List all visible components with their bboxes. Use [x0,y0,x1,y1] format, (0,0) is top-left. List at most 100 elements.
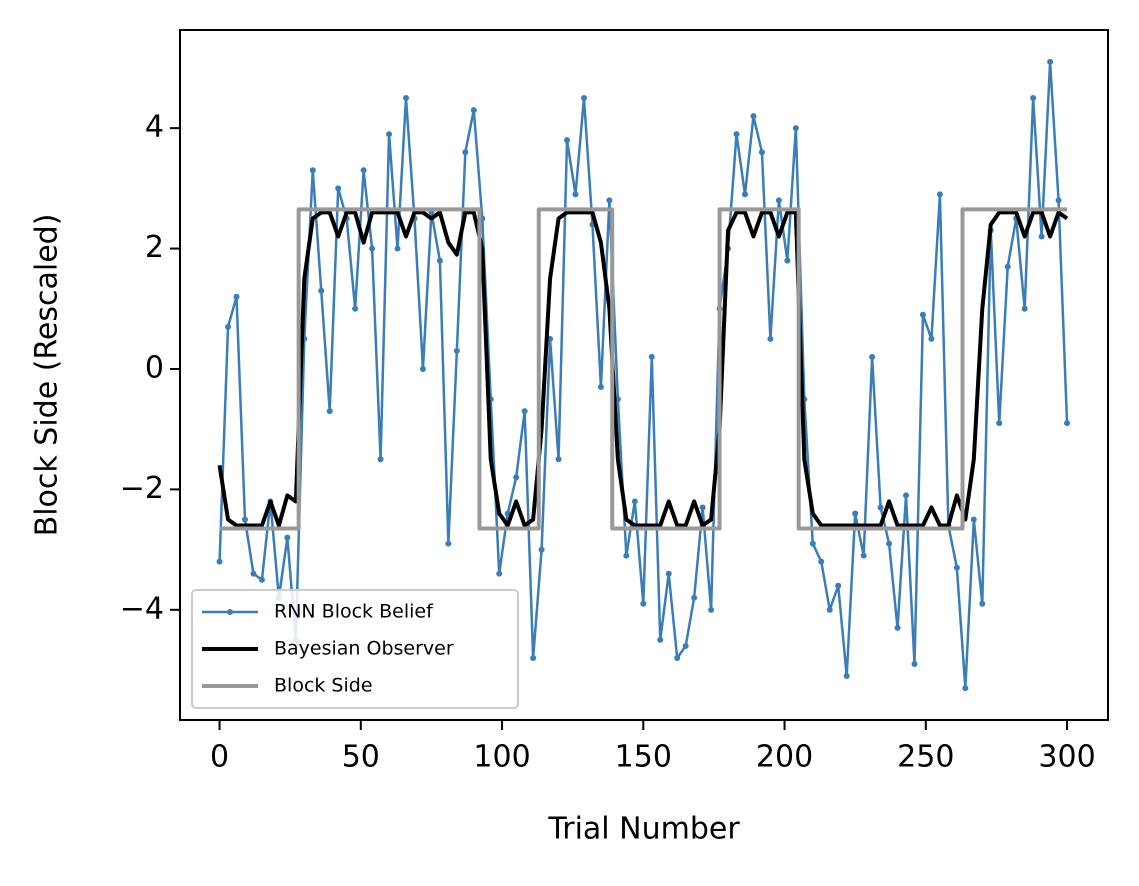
point [496,570,503,577]
point [648,353,655,360]
point [1047,58,1054,65]
point [962,685,969,692]
point [741,191,748,198]
point [377,456,384,463]
point [597,384,604,391]
point [530,654,537,661]
point [911,661,918,668]
point [233,293,240,300]
point [894,624,901,631]
point [970,516,977,523]
point [386,131,393,138]
point [369,245,376,252]
point [750,113,757,120]
y-tick-label: 0 [145,350,164,385]
point [809,540,816,547]
legend: RNN Block Belief Bayesian Observer Block S… [191,589,519,709]
point [462,149,469,156]
point [555,456,562,463]
point [877,504,884,511]
point [657,636,664,643]
point [521,408,528,415]
series-line [219,207,1068,531]
legend-marker [227,609,233,615]
x-axis-label: Trial Number [547,812,740,847]
point [352,305,359,312]
point [665,570,672,577]
x-tick-label: 0 [210,740,229,775]
plot-frame [179,29,1109,721]
point [674,654,681,661]
point [1021,305,1028,312]
point [843,673,850,680]
point [979,600,986,607]
point [953,564,960,571]
x-tick-label: 100 [473,740,530,775]
point [767,335,774,342]
point [470,107,477,114]
point [335,185,342,192]
point [818,558,825,565]
point [835,582,842,589]
point [580,95,587,102]
point [258,576,265,583]
point [250,570,257,577]
point [826,606,833,613]
series-line [217,210,1069,528]
point [928,335,935,342]
point [445,540,452,547]
point [453,347,460,354]
point [538,546,545,553]
point [436,257,443,264]
point [284,534,291,541]
legend-label: Block Side [274,675,373,697]
x-tick-label: 250 [897,740,954,775]
plot-area [216,58,1071,692]
point [852,510,859,517]
point [402,95,409,102]
point [869,353,876,360]
point [606,197,613,204]
legend-label: Bayesian Observer [274,638,454,660]
point [784,257,791,264]
point [682,642,689,649]
point [394,245,401,252]
point [623,552,630,559]
point [631,498,638,505]
point [504,510,511,517]
point [326,408,333,415]
point [1038,233,1045,240]
point [241,516,248,523]
point [1055,197,1062,204]
legend-label: RNN Block Belief [274,601,434,623]
point [699,504,706,511]
point [860,552,867,559]
x-tick-label: 200 [756,740,813,775]
point [1030,95,1037,102]
point [996,420,1003,427]
x-tick-label: 50 [342,740,380,775]
point [564,137,571,144]
legend-box [191,589,519,709]
point [691,594,698,601]
point [360,167,367,174]
point [792,125,799,132]
point [775,197,782,204]
x-tick-label: 150 [615,740,672,775]
y-axis-label: Block Side (Rescaled) [30,214,65,537]
point [309,167,316,174]
point [708,606,715,613]
point [216,558,223,565]
point [419,365,426,372]
point [758,149,765,156]
point [640,600,647,607]
point [886,540,893,547]
y-tick-label: 2 [145,230,164,265]
point [318,287,325,294]
y-tick-label: 4 [145,110,164,145]
y-tick-label: −4 [120,591,164,626]
point [903,492,910,499]
point [513,474,520,481]
point [1004,263,1011,270]
